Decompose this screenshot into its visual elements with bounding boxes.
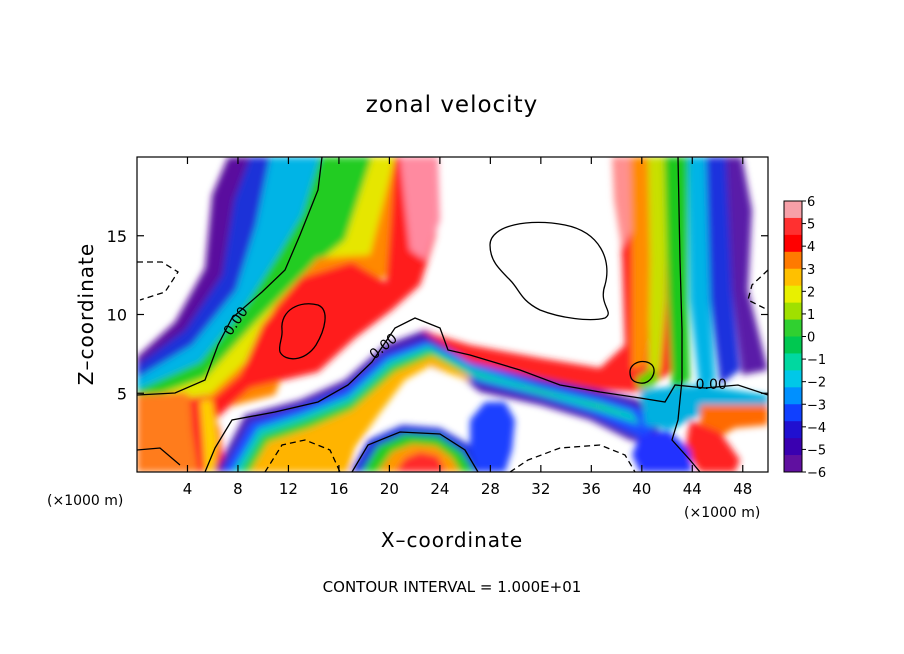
colorbar-label: 6: [807, 195, 815, 210]
colorbar-label: −4: [807, 421, 826, 436]
colorbar-label: 5: [807, 218, 815, 233]
velocity-field: [137, 157, 768, 472]
contour-loop-small-right: [629, 360, 655, 384]
colorbar-segment: [784, 251, 802, 270]
contour-loop-left: [278, 303, 326, 360]
colorbar-label: 2: [807, 285, 815, 300]
contour-lines: [137, 157, 768, 472]
chart-title: zonal velocity: [366, 92, 538, 118]
field-band: [664, 157, 690, 392]
y-tick-label: 5: [117, 384, 127, 403]
colorbar-segment: [784, 217, 802, 236]
x-tick-label: 28: [481, 480, 500, 498]
y-tick-label: 10: [107, 306, 127, 325]
colorbar-label: 4: [807, 240, 815, 255]
colorbar-segment: [784, 438, 802, 456]
x-tick-label: 40: [632, 480, 651, 498]
colorbar-segment: [784, 268, 802, 287]
contour-dashed-right: [747, 269, 768, 311]
field-band: [630, 157, 652, 370]
colorbar-label: 0: [807, 331, 815, 346]
x-axis-ticks: 4 8 12 16 20 24 28 32 36 40 44 48: [183, 157, 752, 498]
colorbar-segment: [784, 370, 802, 388]
field-band: [200, 400, 218, 472]
y-axis-label: Z–coordinate: [74, 243, 98, 385]
colorbar-segment: [784, 387, 802, 405]
field-band: [685, 420, 740, 472]
x-tick-label: 20: [380, 480, 399, 498]
field-band: [137, 157, 438, 440]
colorbar-segment: [784, 455, 802, 473]
x-tick-label: 32: [531, 480, 550, 498]
field-band: [250, 356, 472, 472]
colorbar-segment: [784, 336, 802, 354]
x-tick-label: 24: [430, 480, 449, 498]
contour-loop-upper-center: [489, 221, 609, 321]
colorbar-label: −3: [807, 398, 826, 413]
zero-contour-center: [204, 317, 768, 472]
contour-solid-bottom-left: [137, 447, 181, 466]
contour-dashed-left: [137, 261, 179, 301]
colorbar-label: −1: [807, 353, 826, 368]
x-tick-label: 48: [733, 480, 752, 498]
contour-label: 0.00: [696, 377, 727, 393]
x-tick-label: 16: [329, 480, 348, 498]
field-band: [470, 402, 515, 472]
colorbar-label: −6: [807, 466, 826, 481]
zero-contour-left: [137, 157, 323, 396]
colorbar-label: 1: [807, 308, 815, 323]
x-tick-label: 8: [233, 480, 243, 498]
colorbar-label: −2: [807, 376, 826, 391]
colorbar-label: 3: [807, 263, 815, 278]
field-band: [726, 157, 768, 375]
colorbar-segment: [784, 302, 802, 321]
x-units-right: (×1000 m): [684, 505, 760, 521]
x-tick-label: 44: [683, 480, 702, 498]
x-axis-label: X–coordinate: [381, 528, 523, 552]
x-tick-label: 4: [183, 480, 193, 498]
field-band: [632, 430, 692, 472]
colorbar-segment: [784, 353, 802, 371]
field-band: [137, 157, 345, 392]
colorbar-label: −5: [807, 443, 826, 458]
contour-dashed-bottom-b: [509, 444, 636, 472]
contour-interval-note: CONTOUR INTERVAL = 1.000E+01: [323, 578, 582, 596]
colorbar-segment: [784, 421, 802, 439]
colorbar-segment: [784, 404, 802, 422]
x-units-left: (×1000 m): [47, 493, 123, 509]
colorbar-segment: [784, 201, 802, 219]
colorbar-segment: [784, 234, 802, 253]
field-band: [648, 157, 668, 375]
y-axis-ticks: 5 10 15: [107, 227, 768, 403]
field-band: [395, 452, 446, 472]
colorbar-segment: [784, 285, 802, 304]
y-tick-label: 15: [107, 227, 127, 246]
contour-dome-bottom: [351, 431, 479, 472]
x-tick-label: 36: [582, 480, 601, 498]
plot-area: 0.000.000.00 4 8 12 16 20 24 28 32 36 40 44 48 5101…: [107, 156, 769, 498]
field-band: [400, 157, 440, 260]
zero-contour-right-vertical: [671, 157, 701, 472]
field-band: [706, 157, 740, 385]
x-tick-label: 12: [279, 480, 298, 498]
colorbar-segment: [784, 319, 802, 337]
contour-dashed-bottom-a: [264, 439, 341, 472]
colorbar: 6 5 4 3 2 1 0 −1 −2 −3 −4 −5 −6: [783, 195, 826, 481]
field-band: [137, 157, 372, 405]
